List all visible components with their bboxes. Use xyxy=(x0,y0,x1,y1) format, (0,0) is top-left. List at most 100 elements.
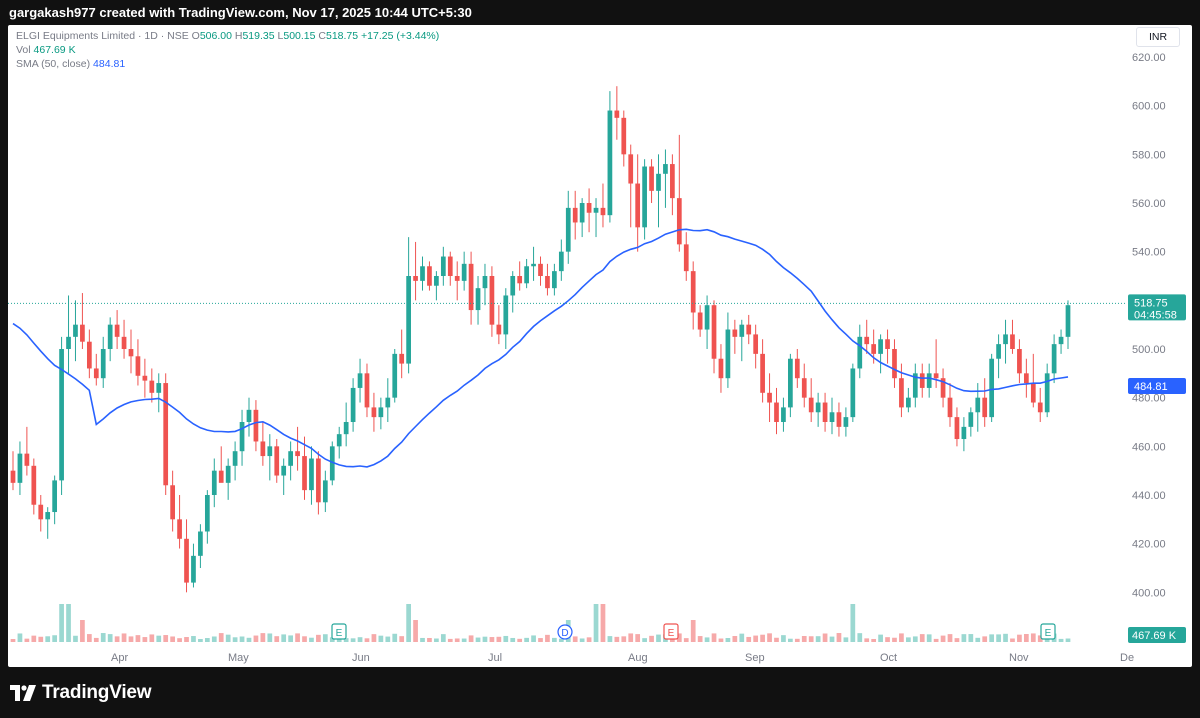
volume-value: 467.69 K xyxy=(33,44,76,56)
volume-bar xyxy=(635,634,641,642)
candle-body xyxy=(510,276,516,296)
volume-bar xyxy=(80,620,85,642)
volume-bar xyxy=(767,633,772,642)
candle-body xyxy=(225,465,231,483)
volume-bar xyxy=(350,638,356,642)
price-chart[interactable]: 620.00600.00580.00560.00540.00520.00500.… xyxy=(8,25,1192,667)
volume-bar xyxy=(912,636,918,642)
volume-bar xyxy=(815,636,821,642)
candle-body xyxy=(989,358,995,418)
event-marker-dividend[interactable]: D xyxy=(557,624,573,640)
candle-body xyxy=(329,446,335,481)
volume-bar xyxy=(746,636,752,642)
volume-bar xyxy=(1017,634,1022,642)
volume-bar xyxy=(621,636,627,642)
volume-bar xyxy=(149,634,155,642)
candle-body xyxy=(198,531,203,556)
last-price-tag xyxy=(1128,294,1186,321)
price-tick-label: 480.00 xyxy=(1132,393,1166,405)
candle-body xyxy=(121,336,127,349)
candle-body xyxy=(1044,373,1050,413)
event-marker-label: E xyxy=(336,628,343,639)
volume-bar xyxy=(267,633,273,642)
volume-bar xyxy=(857,633,863,642)
candle-body xyxy=(565,207,571,252)
volume-bar xyxy=(309,637,314,642)
volume-bar xyxy=(975,637,981,642)
volume-bar xyxy=(191,636,196,642)
volume-bar xyxy=(107,634,113,642)
volume-bar xyxy=(225,634,231,642)
candle-body xyxy=(524,266,529,284)
volume-tag xyxy=(1128,627,1186,643)
volume-bar xyxy=(274,636,280,642)
candle-body xyxy=(517,276,523,284)
volume-label: Vol xyxy=(16,44,31,56)
candle-body xyxy=(850,368,856,418)
candle-body xyxy=(676,198,682,245)
candle-body xyxy=(274,446,280,476)
volume-bar xyxy=(295,633,300,642)
volume-bar xyxy=(607,636,613,642)
candle-body xyxy=(961,426,967,440)
candle-body xyxy=(267,446,273,457)
price-tick-label: 440.00 xyxy=(1132,490,1166,502)
top-bar: gargakash977 created with TradingView.co… xyxy=(0,0,1200,26)
volume-bar xyxy=(239,636,245,642)
candle-body xyxy=(690,271,696,313)
volume-bar xyxy=(683,638,689,642)
candle-body xyxy=(968,412,974,427)
volume-bar xyxy=(1003,633,1008,642)
volume-bar xyxy=(177,638,182,642)
volume-bar xyxy=(281,634,287,642)
candle-body xyxy=(767,392,772,403)
candle-body xyxy=(1058,336,1064,345)
candle-body xyxy=(753,334,759,354)
volume-legend: Vol 467.69 K xyxy=(16,44,76,56)
candle-body xyxy=(434,276,439,286)
candle-body xyxy=(579,203,585,223)
candle-body xyxy=(947,397,953,418)
tradingview-logo[interactable]: TradingView xyxy=(10,682,152,703)
candle-body xyxy=(447,256,453,276)
volume-bar xyxy=(968,634,974,642)
candle-body xyxy=(80,324,85,342)
volume-bar xyxy=(302,636,307,642)
candle-body xyxy=(350,387,356,422)
candle-body xyxy=(843,417,849,427)
candle-body xyxy=(552,271,557,289)
volume-bar xyxy=(788,638,793,642)
volume-bar xyxy=(843,637,849,642)
event-marker-earnings[interactable]: E xyxy=(663,623,679,640)
volume-bar xyxy=(656,634,661,642)
volume-bar xyxy=(163,635,169,642)
symbol-name: ELGI Equipments Limited · 1D · NSE xyxy=(16,30,189,42)
candle-body xyxy=(885,339,890,349)
candle-body xyxy=(163,383,169,486)
candle-body xyxy=(371,407,377,418)
candle-body xyxy=(628,154,634,184)
candle-body xyxy=(919,373,925,388)
volume-bar xyxy=(211,636,217,642)
volume-bar xyxy=(288,635,293,642)
event-marker-earnings[interactable]: E xyxy=(1040,623,1056,640)
currency-button[interactable]: INR xyxy=(1136,27,1180,47)
candle-body xyxy=(649,166,654,191)
candle-body xyxy=(135,356,141,376)
volume-bar xyxy=(579,638,585,642)
volume-bar xyxy=(100,633,106,642)
close-label: C xyxy=(318,30,326,42)
candle-body xyxy=(357,373,363,388)
volume-bar xyxy=(204,638,210,642)
volume-bar xyxy=(482,636,488,642)
time-tick-label: Jun xyxy=(352,652,370,664)
candle-body xyxy=(475,288,481,311)
candle-body xyxy=(38,504,44,520)
candle-body xyxy=(45,512,51,520)
candle-body xyxy=(336,434,342,447)
price-tick-label: 620.00 xyxy=(1132,52,1166,64)
volume-bar xyxy=(461,638,467,642)
candle-body xyxy=(829,412,835,422)
event-marker-earnings[interactable]: E xyxy=(331,623,347,640)
candle-body xyxy=(191,555,196,583)
